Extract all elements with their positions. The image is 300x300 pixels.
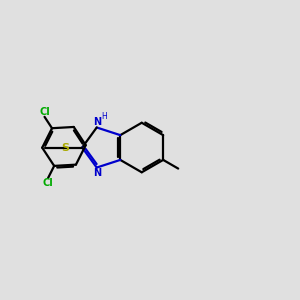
- Text: H: H: [101, 112, 106, 121]
- Text: N: N: [93, 168, 101, 178]
- Text: N: N: [93, 117, 101, 127]
- Text: S: S: [61, 142, 69, 152]
- Text: Cl: Cl: [39, 107, 50, 117]
- Text: Cl: Cl: [43, 178, 53, 188]
